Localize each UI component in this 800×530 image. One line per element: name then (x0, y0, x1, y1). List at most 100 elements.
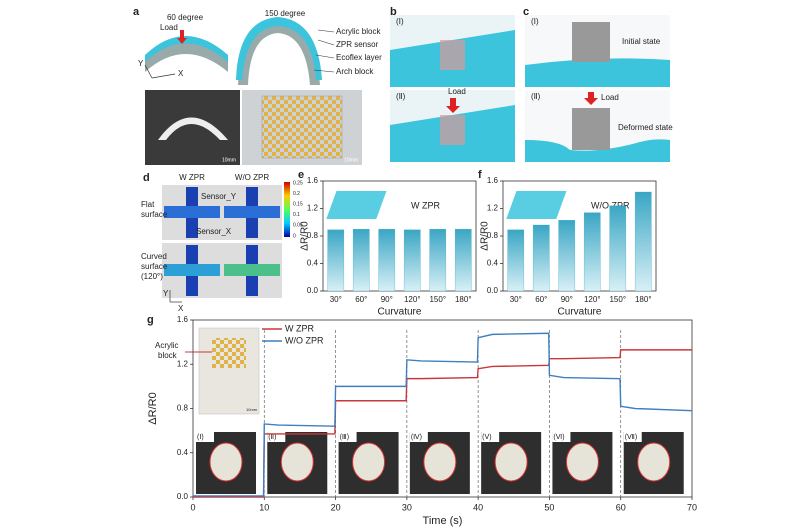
load-arrow (177, 30, 187, 44)
legend-label: W/O ZPR (285, 335, 324, 345)
x-tick-label: 20 (331, 502, 341, 512)
block (572, 108, 610, 150)
axis-letter: X (178, 69, 184, 78)
y-tick-label: 0.0 (487, 286, 499, 295)
load-label: Load (160, 23, 178, 32)
y-tick-label: 1.2 (307, 204, 319, 213)
row-label: surface (141, 262, 168, 271)
phase-label-bg (481, 432, 500, 442)
colorbar-tick-label: 0.25 (293, 180, 303, 186)
phase-label-bg (552, 432, 571, 442)
panel-label: b (390, 6, 397, 18)
phase-photo-block (494, 442, 528, 482)
bar (634, 191, 652, 292)
photo-arch (158, 117, 228, 140)
panel-a: a 60 degree 150 degree Load Acrylic bloc… (133, 6, 382, 165)
y-tick-label: 0.0 (177, 492, 189, 501)
load-arrow (446, 98, 460, 113)
colorbar (284, 182, 290, 237)
phase-label: (Ⅶ) (625, 434, 638, 441)
x-tick-label: 120° (404, 295, 421, 304)
x-tick-label: 150° (429, 295, 446, 304)
x-tick-label: 30 (402, 502, 412, 512)
x-tick-label: 120° (584, 295, 601, 304)
bar (429, 228, 447, 292)
column-label: W ZPR (179, 173, 205, 182)
phase-label-bg (338, 432, 357, 442)
x-axis-label: Curvature (378, 307, 422, 318)
sensor-surface (525, 58, 670, 87)
bar (532, 224, 550, 292)
phase-photo-block (637, 442, 671, 482)
scale-bar-label: 10mm (222, 157, 236, 163)
x-tick-label: 180° (455, 295, 472, 304)
angle-label: 150 degree (265, 9, 306, 18)
row-label: surface (141, 210, 168, 219)
y-tick-label: 1.2 (177, 359, 189, 368)
colorbar-tick-label: 0.15 (293, 202, 303, 208)
x-tick-label: 90° (381, 295, 393, 304)
scale-bar-label: 10mm (246, 407, 258, 412)
panel-d: d W ZPR W/O ZPR 0.25 0.2 0.15 0.1 0.05 0 Flat… (141, 172, 303, 313)
column-label: W/O ZPR (235, 173, 269, 182)
y-tick-label: 1.2 (487, 204, 499, 213)
x-tick-label: 30° (330, 295, 342, 304)
photo (145, 90, 240, 165)
state-label: (Ⅱ) (396, 92, 406, 101)
axes-icon (144, 64, 176, 79)
panel-label: f (478, 169, 482, 181)
layer-label: Arch block (336, 67, 374, 76)
x-tick-label: 150° (609, 295, 626, 304)
phase-label-bg (623, 432, 642, 442)
x-tick-label: 70 (687, 502, 697, 512)
phase-label: (Ⅵ) (553, 434, 564, 441)
phase-photo-block (209, 442, 243, 482)
bar (327, 229, 345, 292)
panel-label: a (133, 6, 140, 18)
legend-label: W ZPR (285, 323, 314, 333)
axes-icon (169, 290, 182, 303)
block (440, 115, 465, 145)
state-label: (Ⅰ) (396, 17, 404, 26)
phase-label: (Ⅲ) (340, 434, 350, 441)
axis-letter: X (178, 304, 184, 313)
inset-photo-sensor (212, 338, 246, 368)
phase-label-bg (196, 432, 214, 442)
bar (583, 212, 601, 292)
axis-letter: Y (138, 59, 144, 68)
x-axis-label: Curvature (558, 307, 602, 318)
x-tick-label: 60 (616, 502, 626, 512)
row-label: (120°) (141, 272, 163, 281)
sensor-label: Sensor_Y (201, 192, 237, 201)
state-label: (Ⅱ) (531, 92, 541, 101)
phase-photo-block (352, 442, 386, 482)
y-axis-label: ΔR/R0 (147, 392, 159, 424)
x-tick-label: 40 (473, 502, 483, 512)
phase-photo-block (280, 442, 314, 482)
load-label: Load (448, 87, 466, 96)
x-tick-label: 30° (510, 295, 522, 304)
y-tick-label: 0.0 (307, 286, 319, 295)
block (572, 22, 610, 62)
x-tick-label: 50 (544, 502, 554, 512)
angle-label: 60 degree (167, 13, 204, 22)
inset-image (326, 191, 387, 219)
scale-bar-label: 10mm (344, 157, 358, 163)
phase-label: (Ⅱ) (268, 434, 276, 441)
bar (378, 228, 396, 292)
layer-label: ZPR sensor (336, 40, 379, 49)
colorbar-tick-label: 0.1 (293, 212, 300, 218)
panel-label: e (298, 169, 304, 181)
bar (403, 229, 421, 292)
y-axis-label: ΔR/R0 (300, 221, 311, 251)
y-axis-label: ΔR/R0 (480, 221, 491, 251)
layer-label: Acrylic block (336, 27, 381, 36)
inset-label: W ZPR (411, 200, 440, 210)
phase-label: (Ⅰ) (197, 434, 204, 441)
row-label: Flat (141, 200, 155, 209)
x-tick-label: 180° (635, 295, 652, 304)
inset-image (506, 191, 567, 219)
y-tick-label: 0.8 (487, 231, 499, 240)
phase-label: (Ⅴ) (482, 434, 491, 441)
